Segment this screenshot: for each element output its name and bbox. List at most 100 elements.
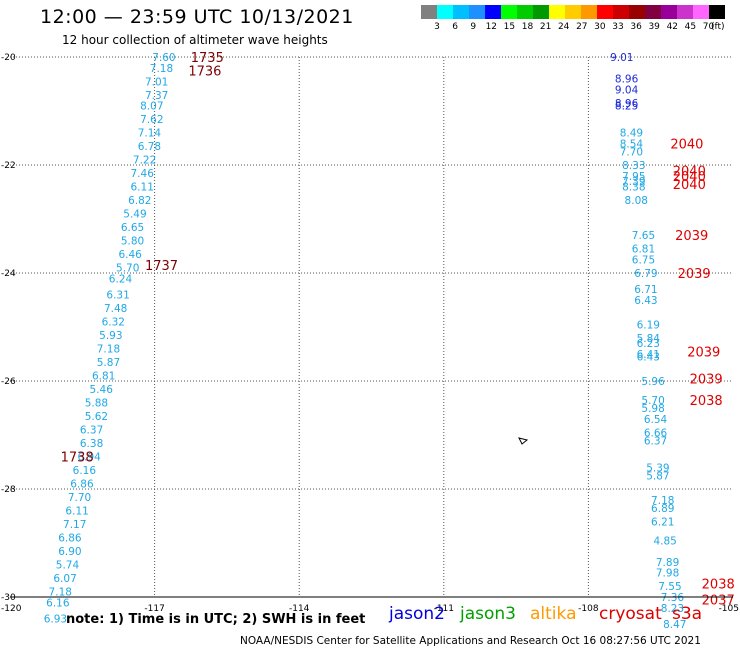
scale-swatch	[501, 5, 517, 19]
pass-time-east: 2040	[670, 137, 703, 152]
swh-value-east: 6.75	[632, 255, 655, 267]
swh-value-east: 5.98	[641, 403, 664, 415]
swh-value-east-blue: 8.96	[615, 74, 639, 86]
pass-time-east: 2040	[673, 164, 706, 179]
swh-value-west: 6.37	[80, 425, 103, 437]
map-grid	[10, 56, 733, 597]
swh-value-west: 8.07	[140, 101, 163, 113]
swh-value-east-blue: 8.25	[615, 101, 638, 113]
swh-value-west: 7.46	[131, 168, 155, 180]
swh-value-east: 6.41	[637, 349, 660, 361]
swh-value-east: 6.71	[634, 284, 657, 296]
swh-value-west: 6.24	[109, 273, 133, 285]
swh-value-east: 6.23	[637, 338, 660, 350]
scale-swatch	[437, 5, 453, 19]
swh-value-east-blue: 9.01	[610, 52, 633, 64]
lon-label: -120	[1, 604, 22, 614]
page-subtitle: 12 hour collection of altimeter wave hei…	[62, 33, 328, 47]
wave-height-marks: 7.607.187.017.378.077.627.146.787.227.46…	[44, 51, 735, 631]
legend-item-s3a: s3a	[672, 604, 703, 624]
swh-value-east: 6.81	[632, 244, 655, 256]
scale-unit: (ft)	[711, 22, 725, 32]
swh-value-east: 8.54	[620, 138, 644, 150]
swh-value-west: 5.88	[85, 398, 108, 410]
lon-label: -108	[578, 604, 599, 614]
scale-tick: 24	[557, 22, 570, 32]
swh-value-west: 7.14	[138, 128, 162, 140]
island-marker	[518, 437, 529, 445]
swh-value-west: 5.93	[99, 330, 122, 342]
lon-label: -111	[434, 604, 454, 614]
scale-tick: 70	[702, 22, 715, 32]
swh-value-east: 8.47	[663, 619, 686, 631]
swh-value-west: 6.93	[44, 614, 67, 626]
swh-value-west: 7.37	[145, 90, 168, 102]
swh-value-west: 7.17	[63, 519, 86, 531]
swh-value-east: 5.70	[641, 395, 664, 407]
pass-time-east: 2038	[690, 394, 723, 409]
swh-value-west: 6.81	[92, 371, 115, 383]
swh-value-east: 6.89	[651, 503, 674, 515]
footer-credit: NOAA/NESDIS Center for Satellite Applica…	[240, 635, 701, 647]
swh-value-east: 7.89	[656, 557, 679, 569]
scale-swatch	[565, 5, 581, 19]
swh-value-east: 8.38	[622, 182, 645, 194]
pass-time-east: 2037	[702, 594, 735, 609]
swh-value-west: 6.94	[77, 452, 101, 464]
swh-value-east: 6.43	[637, 352, 660, 364]
pass-time-east: 2040	[673, 170, 706, 185]
swh-value-east: 6.21	[651, 516, 674, 528]
swh-value-west: 6.82	[128, 195, 151, 207]
swh-value-east: 8.33	[622, 160, 645, 172]
pass-time-east: 2040	[673, 178, 706, 193]
swh-value-west: 5.74	[56, 560, 80, 572]
scale-swatch	[613, 5, 629, 19]
pass-time-west: 1736	[188, 65, 221, 80]
swh-value-east: 5.96	[641, 376, 665, 388]
lat-label: -24	[1, 269, 16, 279]
swh-value-west: 6.90	[58, 546, 81, 558]
scale-swatch	[469, 5, 485, 19]
swh-value-west: 7.01	[145, 76, 168, 88]
swh-value-west: 6.65	[121, 222, 144, 234]
swh-value-west: 6.86	[58, 533, 82, 545]
swh-value-west: 7.48	[104, 303, 127, 315]
legend-item-jason2: jason2	[389, 604, 445, 624]
swh-value-west: 5.70	[116, 263, 139, 275]
scale-tick: 18	[521, 22, 534, 32]
swh-value-east: 6.54	[644, 414, 668, 426]
scale-tick: 42	[666, 22, 679, 32]
lat-label: -26	[1, 377, 16, 387]
swh-value-west: 7.60	[152, 52, 175, 64]
swh-value-east: 6.66	[644, 427, 668, 439]
scale-swatch	[485, 5, 501, 19]
swh-value-east: 7.70	[620, 147, 643, 159]
scale-swatch	[677, 5, 693, 19]
scale-swatch	[549, 5, 565, 19]
swh-value-east: 7.36	[661, 592, 685, 604]
swh-value-west: 7.18	[150, 63, 173, 75]
swh-value-east: 7.95	[622, 171, 645, 183]
scale-swatch	[581, 5, 597, 19]
swh-value-west: 6.86	[70, 479, 94, 491]
scale-tick: 45	[684, 22, 697, 32]
scale-swatch	[421, 5, 437, 19]
swh-value-east: 6.37	[644, 435, 667, 447]
swh-value-east: 7.18	[651, 495, 674, 507]
lon-label: -117	[144, 604, 164, 614]
swh-value-west: 5.49	[123, 209, 146, 221]
scale-tick: 21	[539, 22, 552, 32]
swh-value-west: 6.11	[131, 182, 154, 194]
pass-time-east: 2038	[702, 578, 735, 593]
page-title: 12:00 — 23:59 UTC 10/13/2021	[40, 6, 354, 28]
scale-tick: 30	[594, 22, 606, 32]
scale-tick: 15	[503, 22, 516, 32]
lat-label: -28	[1, 485, 16, 495]
swh-value-west: 6.38	[80, 438, 103, 450]
swh-value-west: 6.31	[106, 290, 129, 302]
swh-value-west: 6.46	[118, 249, 142, 261]
pass-time-west: 1735	[191, 51, 224, 66]
swh-value-west: 5.62	[85, 411, 108, 423]
scale-swatch	[709, 5, 725, 19]
